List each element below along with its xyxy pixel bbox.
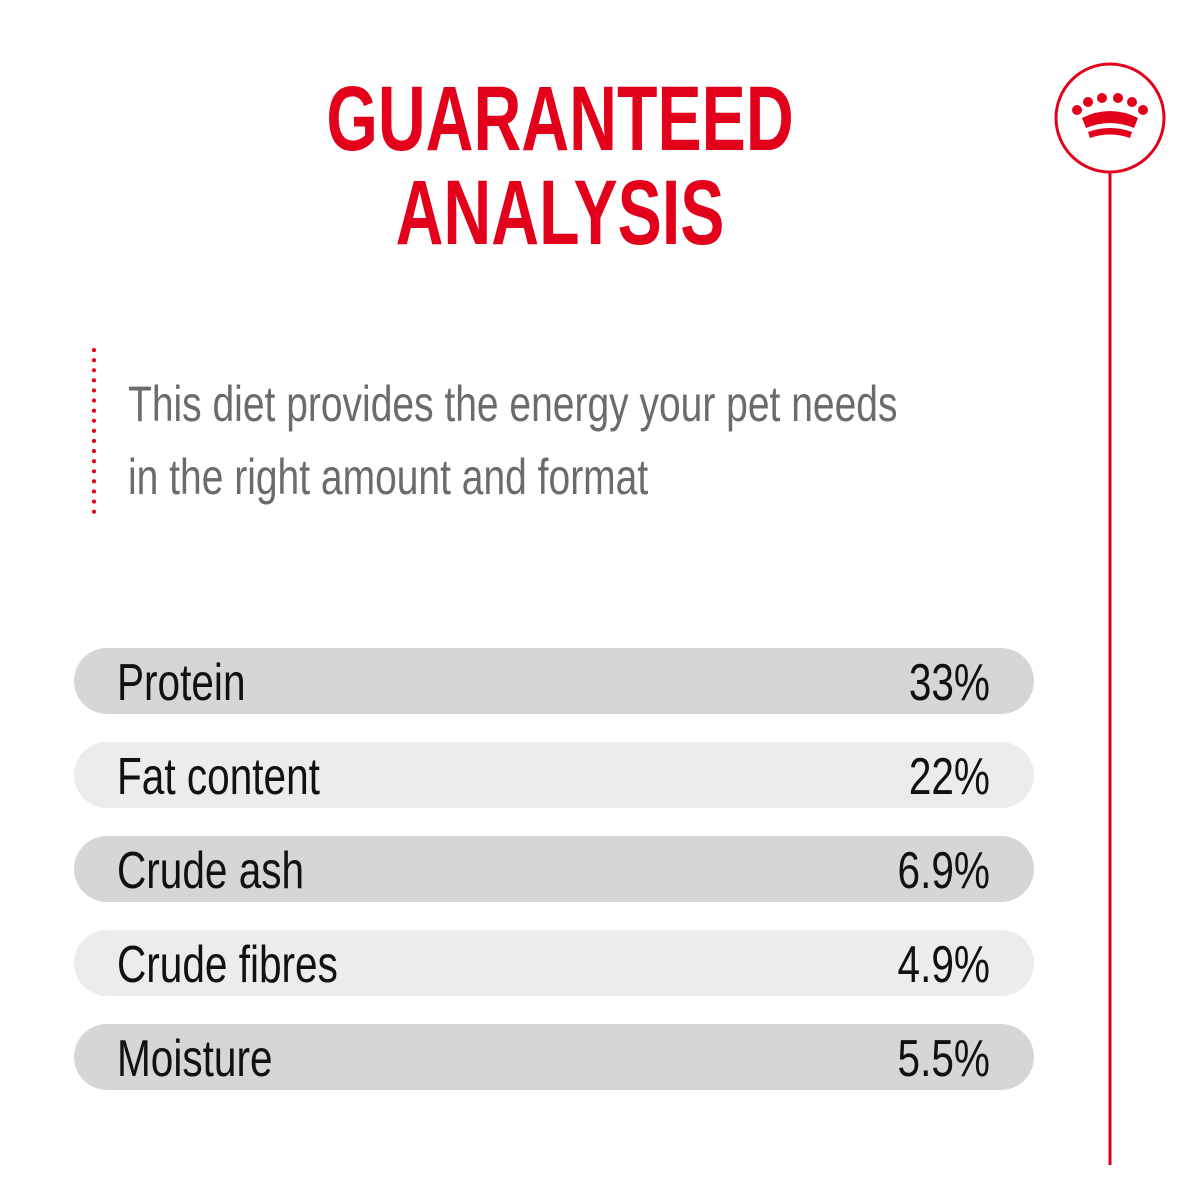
nutrient-value: 33%	[909, 653, 990, 711]
brand-logo	[1054, 62, 1166, 1165]
nutrient-name: Protein	[117, 653, 245, 711]
nutrient-value: 4.9%	[898, 935, 990, 993]
table-row	[74, 648, 1034, 714]
table-row	[74, 930, 1034, 996]
title-line: ANALYSIS	[396, 160, 725, 263]
table-row	[74, 1024, 1034, 1090]
description-line: in the right amount and format	[128, 448, 649, 505]
analysis-table: Protein 33% Fat content 22% Crude ash 6.9% Cru…	[74, 648, 1034, 1090]
nutrient-value: 6.9%	[898, 841, 990, 899]
nutrient-value: 5.5%	[898, 1029, 990, 1087]
nutrient-value: 22%	[909, 747, 990, 805]
nutrient-name: Fat content	[117, 747, 320, 805]
table-row	[74, 742, 1034, 808]
nutrient-name: Moisture	[117, 1029, 273, 1087]
title-line: GUARANTEED	[326, 66, 793, 169]
description-line: This diet provides the energy your pet n…	[128, 375, 897, 432]
nutrient-name: Crude fibres	[117, 935, 338, 993]
table-row	[74, 836, 1034, 902]
nutrient-name: Crude ash	[117, 841, 304, 899]
